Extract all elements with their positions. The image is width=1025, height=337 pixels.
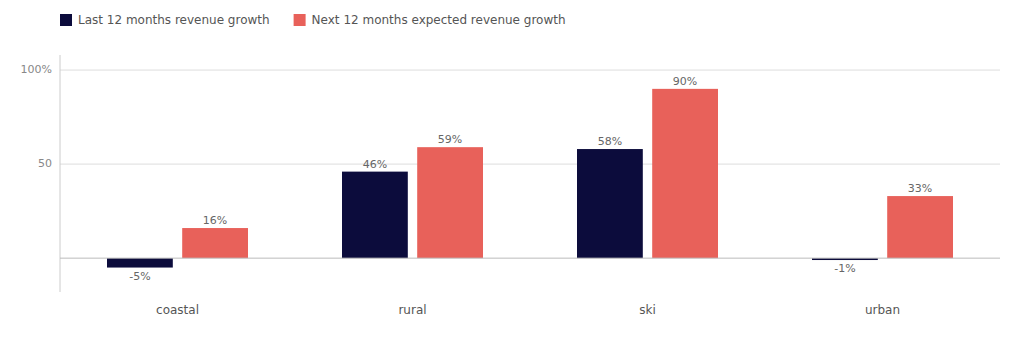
data-label: 58% [598, 135, 622, 148]
bar [107, 258, 173, 267]
data-label: 16% [203, 214, 227, 227]
y-axis-line [60, 55, 61, 292]
y-tick-label: 50 [38, 157, 52, 170]
data-label: 46% [363, 158, 387, 171]
x-tick-label: ski [639, 303, 656, 317]
bar [182, 228, 248, 258]
bar [417, 147, 483, 258]
legend-swatch [294, 14, 306, 26]
bar [652, 89, 718, 258]
y-tick-label: 100% [21, 63, 52, 76]
data-label: 59% [438, 133, 462, 146]
chart: 50 100% -5% 46% 58% -1% 16% 59% 90% 33% coastal rur… [0, 0, 1025, 337]
x-tick-label: urban [865, 303, 900, 317]
data-label: 90% [673, 75, 697, 88]
bar [577, 149, 643, 258]
grid-line [60, 164, 1000, 165]
data-label: -5% [129, 270, 150, 283]
legend-swatch [60, 14, 72, 26]
legend-label: Last 12 months revenue growth [78, 13, 270, 27]
data-label: -1% [834, 262, 855, 275]
grid-line [60, 70, 1000, 71]
x-tick-label: coastal [156, 303, 199, 317]
legend-label: Next 12 months expected revenue growth [312, 13, 566, 27]
bars [107, 89, 953, 268]
data-label: 33% [908, 182, 932, 195]
legend: Last 12 months revenue growth Next 12 mon… [60, 13, 566, 27]
x-tick-label: rural [398, 303, 426, 317]
bar [342, 172, 408, 259]
bar [887, 196, 953, 258]
zero-baseline [60, 258, 1000, 259]
